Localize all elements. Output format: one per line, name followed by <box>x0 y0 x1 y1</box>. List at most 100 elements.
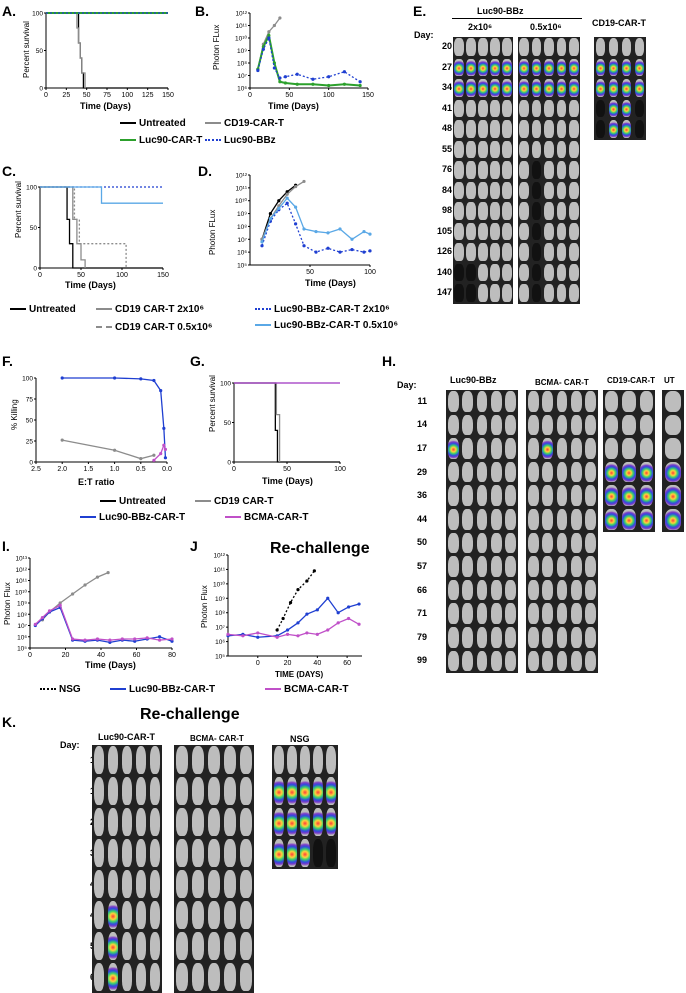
mouse-image <box>239 963 253 991</box>
mouse-image <box>454 79 464 97</box>
panel-j-chart: 0 20 40 60 10⁵ 10⁶ 10⁷ 10⁸ 10⁹ 10¹⁰ 10¹¹ 10¹² <box>213 553 362 667</box>
data-point <box>170 639 174 643</box>
mouse-image <box>478 79 488 97</box>
mouse-image <box>466 284 476 302</box>
mouse-image <box>135 839 147 867</box>
legend-fg-bcma: BCMA-CAR-T <box>225 512 308 523</box>
mouse-image <box>223 963 237 991</box>
mouse-image <box>639 438 653 459</box>
mouse-image <box>490 627 502 648</box>
mouse-image <box>519 140 529 158</box>
mouse-image <box>527 461 539 483</box>
mouse-image <box>502 222 512 240</box>
data-point <box>256 635 260 639</box>
mouse-image <box>570 532 582 554</box>
mouse-image <box>569 263 579 281</box>
legend-ij-bcma: BCMA-CAR-T <box>265 684 348 695</box>
mouse-image <box>639 509 653 530</box>
mouse-image <box>542 414 554 436</box>
day-label: 29 <box>416 466 427 477</box>
mouse-image <box>527 391 539 412</box>
mouse-image <box>490 579 502 601</box>
mouse-image <box>207 901 221 929</box>
mouse-image <box>505 650 517 672</box>
data-point <box>40 616 45 620</box>
mouse-image <box>454 284 464 302</box>
panel-e-group-2: 0.5x10⁶ <box>530 22 562 32</box>
panel-e-day-label: Day: <box>414 30 434 40</box>
x-tick-label: 1.5 <box>84 466 94 473</box>
mouse-image <box>466 222 476 240</box>
day-label: 14 <box>416 419 427 430</box>
mouse-image <box>570 603 582 624</box>
mouse-image <box>478 202 488 220</box>
mouse-image <box>519 99 529 117</box>
mouse-image <box>466 202 476 220</box>
panel-k-group-3: NSG <box>290 734 310 744</box>
x-tick-label: 60 <box>343 660 351 667</box>
mouse-image <box>542 391 554 412</box>
x-tick-label: 2.5 <box>31 466 41 473</box>
data-point <box>338 250 342 254</box>
y-tick-label: 10⁷ <box>237 73 247 80</box>
data-point <box>294 222 298 226</box>
mouse-image <box>505 532 517 554</box>
data-point <box>95 637 100 641</box>
mouse-image <box>107 963 119 991</box>
x-tick-label: 0 <box>44 92 48 99</box>
series-line <box>62 439 155 460</box>
mouse-image <box>93 808 105 836</box>
mouse-image <box>569 181 579 199</box>
panel-h-group-3: CD19-CAR-T <box>607 376 655 385</box>
y-tick-label: 10¹⁰ <box>15 588 27 596</box>
mouse-image <box>527 414 539 436</box>
mouse-image <box>519 58 529 76</box>
panel-f-chart: 2.5 2.0 1.5 1.0 0.5 0.0 0 25 50 75 100 <box>22 376 172 474</box>
data-point <box>358 83 362 88</box>
mouse-image <box>556 579 568 601</box>
mouse-image <box>107 808 119 836</box>
mouse-image <box>556 120 567 138</box>
mouse-image <box>490 58 500 76</box>
mouse-image <box>527 603 539 624</box>
data-point <box>283 75 287 79</box>
legend-ij-luc90: Luc90-BBz-CAR-T <box>110 684 215 695</box>
mouse-image <box>490 650 502 672</box>
day-label: 147 <box>436 287 452 298</box>
data-point <box>368 249 372 253</box>
y-tick-label: 10⁵ <box>17 646 27 653</box>
mouse-image <box>595 120 606 138</box>
panel-j-title: Re-challenge <box>270 540 370 557</box>
mouse-image <box>149 870 161 898</box>
mouse-image <box>544 263 554 281</box>
data-point <box>83 638 87 642</box>
mouse-image <box>454 202 464 220</box>
day-label: 79 <box>416 631 427 642</box>
y-tick-label: 50 <box>224 420 232 427</box>
data-point <box>311 77 315 81</box>
mouse-image <box>447 627 459 648</box>
y-tick-label: 10⁶ <box>237 250 247 257</box>
panel-d-label: D. <box>198 163 212 179</box>
mouse-image <box>502 181 512 199</box>
data-point <box>326 628 330 632</box>
data-point <box>302 227 306 231</box>
y-tick-label: 50 <box>30 225 38 232</box>
data-point <box>163 447 168 451</box>
mouse-image <box>191 808 205 836</box>
x-tick-label: 100 <box>364 269 376 276</box>
mouse-image <box>476 461 488 483</box>
data-point <box>288 601 293 605</box>
imaging-panel <box>446 390 518 674</box>
day-label: 34 <box>441 82 452 93</box>
mouse-image <box>605 485 619 506</box>
mouse-image <box>223 746 237 774</box>
data-point <box>58 601 62 605</box>
mouse-image <box>490 243 500 261</box>
mouse-image <box>639 391 653 412</box>
mouse-image <box>595 58 606 76</box>
mouse-image <box>556 650 568 672</box>
data-point <box>113 448 117 452</box>
data-point <box>71 637 75 641</box>
mouse-image <box>634 120 645 138</box>
